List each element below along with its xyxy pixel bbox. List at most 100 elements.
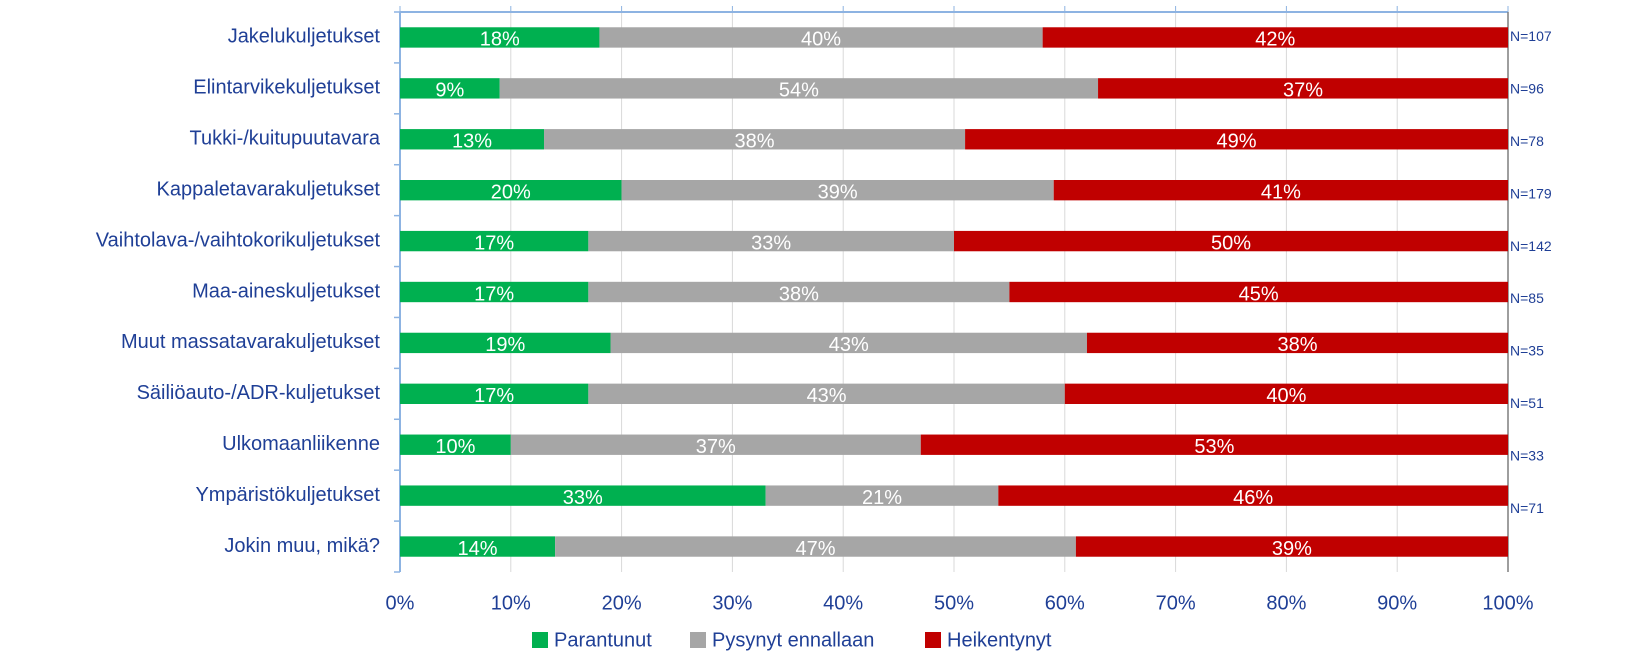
value-label: 49%	[1217, 131, 1257, 153]
bar-segment	[555, 536, 1076, 557]
bar-segment	[588, 383, 1065, 404]
value-label: 47%	[795, 538, 835, 560]
value-label: 39%	[818, 181, 858, 203]
x-tick-label: 30%	[712, 592, 752, 614]
value-label: 41%	[1261, 181, 1301, 203]
value-label: 33%	[563, 487, 603, 509]
value-label: 21%	[862, 487, 902, 509]
n-label: N=96	[1510, 81, 1544, 97]
legend-swatch	[925, 632, 941, 648]
value-label: 9%	[435, 80, 464, 102]
x-tick-label: 50%	[934, 592, 974, 614]
value-label: 37%	[696, 436, 736, 458]
bar-segment	[1053, 180, 1508, 201]
bar-segment	[1075, 536, 1508, 557]
bar-segment	[621, 180, 1054, 201]
x-tick-label: 80%	[1266, 592, 1306, 614]
category-label: Kappaletavarakuljetukset	[157, 178, 381, 200]
category-label: Jokin muu, mikä?	[224, 535, 380, 557]
legend-label: Pysynyt ennallaan	[712, 629, 874, 651]
bar-segment	[499, 78, 1099, 99]
value-label: 20%	[491, 181, 531, 203]
n-label: N=179	[1510, 185, 1552, 201]
x-tick-label: 40%	[823, 592, 863, 614]
value-label: 54%	[779, 80, 819, 102]
legend-label: Parantunut	[554, 629, 652, 651]
bar-segment	[610, 332, 1087, 354]
value-label: 38%	[779, 283, 819, 305]
category-label: Säiliöauto-/ADR-kuljetukset	[137, 382, 381, 404]
bar-segment	[400, 129, 545, 150]
category-label: Jakelukuljetukset	[228, 26, 381, 48]
bar-segment	[400, 78, 500, 99]
category-label: Elintarvikekuljetukset	[193, 77, 380, 99]
value-label: 33%	[751, 232, 791, 254]
bar-segment	[1086, 332, 1508, 354]
x-tick-label: 100%	[1482, 592, 1533, 614]
n-label: N=35	[1510, 343, 1544, 359]
n-label: N=142	[1510, 238, 1552, 254]
x-tick-label: 20%	[602, 592, 642, 614]
bar-segment	[1009, 281, 1508, 303]
value-label: 43%	[807, 385, 847, 407]
value-label: 40%	[1266, 385, 1306, 407]
bar-segment	[965, 129, 1508, 150]
bar-segment	[588, 230, 954, 252]
n-label: N=85	[1510, 290, 1544, 306]
category-label: Tukki-/kuitupuutavara	[190, 128, 381, 150]
bar-segment	[400, 434, 511, 455]
value-label: 19%	[485, 334, 525, 356]
bar-segment	[954, 230, 1508, 252]
bar-segment	[599, 27, 1043, 48]
value-label: 18%	[480, 29, 520, 51]
bar-segment	[1064, 383, 1508, 404]
category-label: Ulkomaanliikenne	[222, 433, 380, 455]
value-label: 17%	[474, 232, 514, 254]
x-tick-label: 0%	[386, 592, 415, 614]
bar-segment	[400, 27, 600, 48]
category-label: Ympäristökuljetukset	[195, 484, 380, 506]
bar-segment	[400, 332, 611, 354]
value-label: 42%	[1255, 29, 1295, 51]
bar-segment	[510, 434, 921, 455]
bar-segment	[544, 129, 966, 150]
bar-segment	[765, 485, 999, 506]
bar-segment	[400, 485, 766, 506]
value-label: 40%	[801, 29, 841, 51]
legend-swatch	[532, 632, 548, 648]
bar-segment	[400, 281, 589, 303]
bar-segment	[400, 230, 589, 252]
value-label: 38%	[735, 131, 775, 153]
x-tick-label: 70%	[1156, 592, 1196, 614]
x-tick-label: 60%	[1045, 592, 1085, 614]
legend-swatch	[690, 632, 706, 648]
value-label: 50%	[1211, 232, 1251, 254]
value-label: 17%	[474, 283, 514, 305]
bar-segment	[588, 281, 1010, 303]
value-label: 43%	[829, 334, 869, 356]
legend-label: Heikentynyt	[947, 629, 1052, 651]
bar-segment	[998, 485, 1508, 506]
bar-segment	[400, 383, 589, 404]
bar-segment	[1042, 27, 1508, 48]
n-label: N=51	[1510, 395, 1544, 411]
bar-segment	[400, 180, 622, 201]
value-label: 46%	[1233, 487, 1273, 509]
value-label: 14%	[458, 538, 498, 560]
value-label: 38%	[1277, 334, 1317, 356]
x-tick-label: 90%	[1377, 592, 1417, 614]
x-tick-label: 10%	[491, 592, 531, 614]
n-label: N=71	[1510, 500, 1544, 516]
value-label: 39%	[1272, 538, 1312, 560]
category-label: Maa-aineskuljetukset	[192, 280, 380, 302]
value-label: 10%	[435, 436, 475, 458]
value-label: 13%	[452, 131, 492, 153]
n-label: N=33	[1510, 447, 1544, 463]
bar-segment	[1098, 78, 1508, 99]
category-label: Muut massatavarakuljetukset	[121, 331, 380, 353]
value-label: 45%	[1239, 283, 1279, 305]
bar-segment	[920, 434, 1508, 455]
n-label: N=78	[1510, 133, 1544, 149]
value-label: 17%	[474, 385, 514, 407]
